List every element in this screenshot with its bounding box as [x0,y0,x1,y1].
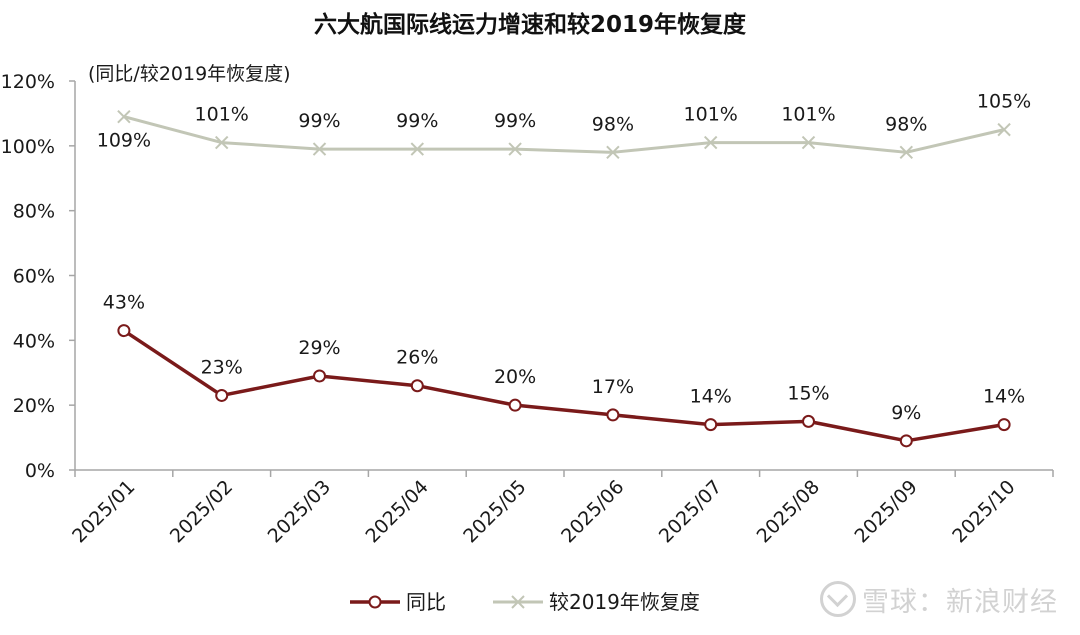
data-point [606,408,620,422]
data-point [410,142,425,156]
data-point [703,135,718,150]
data-point [997,122,1011,137]
legend-item-2: 较2019年恢复度 [493,590,700,614]
axes: 0% 20% 40% 60% 80% 100% 120% 2025/01 2025/02 2025… [1,71,1054,547]
data-label: 23% [201,356,243,378]
y-tick-label: 60% [13,266,55,288]
series-line [123,115,1005,154]
legend-marker [511,595,525,609]
data-label: 9% [891,402,921,424]
legend-marker [368,595,382,609]
x-tick-label: 2025/09 [850,476,921,547]
data-label: 20% [494,366,536,388]
data-label: 98% [592,113,634,135]
x-tick-label: 2025/04 [361,476,432,547]
data-point [802,414,815,428]
snowball-logo-icon [820,581,856,617]
data-point [117,109,131,124]
legend-item-1: 同比 [350,590,446,614]
x-tick-label: 2025/06 [557,476,628,547]
data-point [508,398,522,412]
x-tick-label: 2025/03 [264,476,335,547]
data-point [410,379,424,393]
data-label: 26% [396,347,438,369]
data-label: 105% [977,91,1031,113]
x-tick-label: 2025/02 [166,476,237,547]
data-label: 99% [298,110,340,132]
y-tick-label: 120% [1,71,55,93]
y-tick-label: 20% [13,395,55,417]
data-point [313,369,326,383]
data-point [117,324,131,338]
data-point [899,145,914,160]
watermark-text: 雪球：新浪财经 [862,587,1058,618]
series-1 [117,324,1011,448]
data-point [215,388,229,402]
data-point [312,142,327,156]
data-label: 101% [781,104,835,126]
data-point [214,135,229,150]
data-point [801,135,816,150]
y-tick-label: 0% [25,460,55,482]
data-point [997,418,1011,432]
data-label: 101% [195,104,249,126]
data-label: 15% [787,382,829,404]
legend: 同比 较2019年恢复度 [350,590,700,614]
y-tick-label: 40% [13,330,55,352]
x-tick-label: 2025/01 [68,476,139,547]
data-label: 101% [684,104,738,126]
x-tick-label: 2025/05 [459,476,530,547]
x-tick-label: 2025/07 [655,476,726,547]
data-label: 17% [592,376,634,398]
x-tick-label: 2025/08 [753,476,824,547]
series-2 [117,109,1011,160]
chart-subtitle: (同比/较2019年恢复度) [88,63,291,85]
watermark: 雪球：新浪财经 [820,580,1058,619]
data-label: 99% [396,110,438,132]
data-point [704,418,718,432]
data-labels: 43% 23% 29% 26% 20% 17% 14% 15% 9% 14% 109% 101% 99%… [97,91,1032,424]
data-label: 14% [690,386,732,408]
data-label: 99% [494,110,536,132]
chart-title: 六大航国际线运力增速和较2019年恢复度 [314,11,747,38]
data-label: 43% [103,292,145,314]
y-tick-label: 80% [13,201,55,223]
series-layer [117,109,1011,448]
data-point [899,434,913,448]
legend-label: 较2019年恢复度 [549,590,700,614]
data-point [606,145,620,160]
data-label: 14% [983,386,1025,408]
data-label: 98% [885,113,927,135]
data-point [508,142,522,156]
x-tick-label: 2025/10 [948,476,1019,547]
y-tick-label: 100% [1,136,55,158]
legend-label: 同比 [406,590,446,614]
series-line [122,329,1005,443]
data-label: 109% [97,130,151,152]
data-label: 29% [298,337,340,359]
